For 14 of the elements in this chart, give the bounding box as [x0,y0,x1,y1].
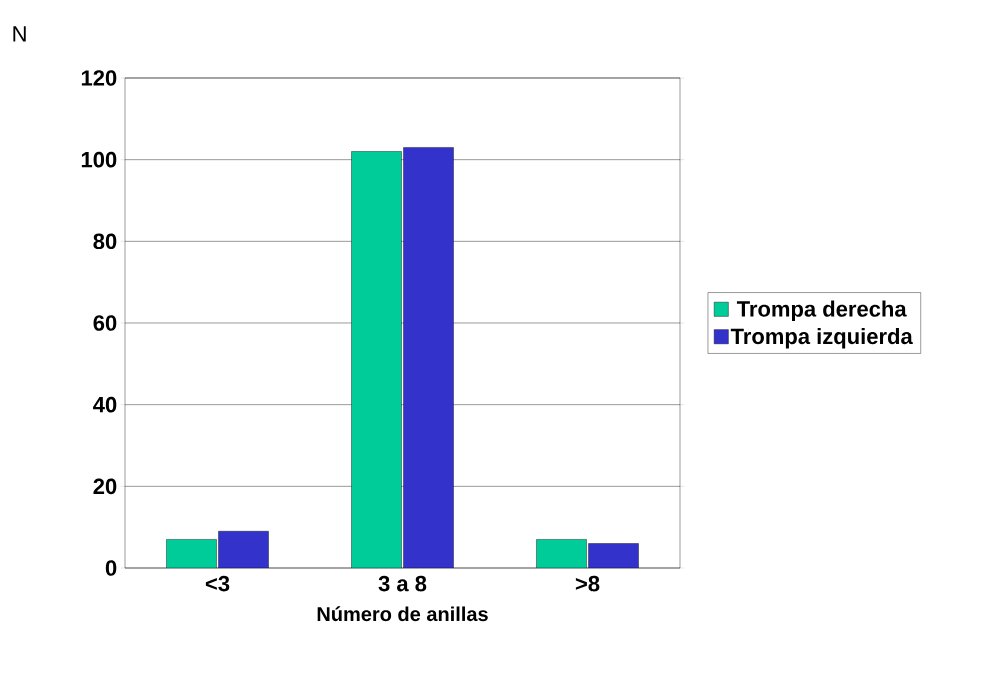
y-axis-title: N [13,26,26,42]
x-tick-label: >8 [575,575,600,592]
y-tick-label: 100 [81,151,117,168]
x-axis-title: Número de anillas [317,606,488,622]
y-tick-label: 0 [105,560,117,576]
y-tick-label: 40 [93,396,117,413]
legend-label: Trompa izquierda [730,327,913,349]
y-tick-label: 80 [93,233,117,250]
legend-label: Trompa derecha [736,300,907,322]
x-tick-label: 3 a 8 [378,575,427,592]
y-tick-label: 60 [93,315,117,331]
y-tick-label: 120 [81,70,117,86]
x-tick-label: <3 [205,575,230,592]
y-tick-label: 20 [93,478,117,495]
